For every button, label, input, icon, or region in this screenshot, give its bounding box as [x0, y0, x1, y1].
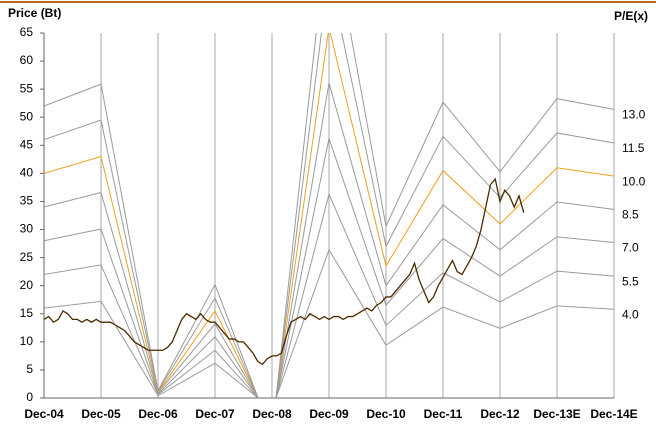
x-tick-label: Dec-09 [309, 407, 349, 421]
pe-band-label: 7.0 [622, 241, 639, 255]
y-axis-title: Price (Bt) [8, 6, 61, 20]
y-tick-label: 45 [20, 137, 34, 151]
y-tick-label: 25 [20, 250, 34, 264]
y-tick-label: 0 [26, 390, 33, 404]
x-tick-label: Dec-08 [252, 407, 292, 421]
pe-band-label: 8.5 [622, 207, 639, 221]
x-tick-label: Dec-05 [81, 407, 121, 421]
pe-band-line [44, 33, 614, 398]
y2-axis-title: P/E(x) [614, 9, 648, 23]
y-tick-label: 5 [26, 362, 33, 376]
pe-band-line [44, 192, 614, 398]
y-tick-label: 30 [20, 222, 34, 236]
y-tick-label: 55 [20, 81, 34, 95]
x-tick-label: Dec-13E [533, 407, 580, 421]
pe-band-line [44, 136, 614, 398]
pe-band-label: 5.5 [622, 274, 639, 288]
x-tick-label: Dec-11 [424, 407, 463, 421]
pe-band-label: 4.0 [622, 307, 639, 321]
y-tick-label: 65 [20, 25, 34, 39]
pe-band-line [44, 33, 614, 398]
pe-band-label: 13.0 [622, 108, 646, 122]
price-line [44, 177, 525, 366]
y-tick-label: 40 [20, 166, 34, 180]
x-tick-label: Dec-10 [366, 407, 406, 421]
x-tick-label: Dec-14E [590, 407, 637, 421]
pe-band-line [44, 33, 614, 398]
pe-band-label: 10.0 [622, 174, 646, 188]
x-tick-label: Dec-04 [24, 407, 64, 421]
y-tick-label: 60 [20, 53, 34, 67]
y-tick-label: 10 [20, 334, 34, 348]
y-tick-label: 35 [20, 194, 34, 208]
pe-band-line [44, 248, 614, 398]
x-tick-label: Dec-06 [138, 407, 178, 421]
y-tick-label: 50 [20, 109, 34, 123]
x-tick-label: Dec-12 [480, 407, 520, 421]
x-tick-label: Dec-07 [195, 407, 235, 421]
y-tick-label: 15 [20, 306, 34, 320]
y-tick-label: 20 [20, 278, 34, 292]
pe-band-line [44, 82, 614, 398]
pe-band-label: 11.5 [622, 141, 645, 155]
